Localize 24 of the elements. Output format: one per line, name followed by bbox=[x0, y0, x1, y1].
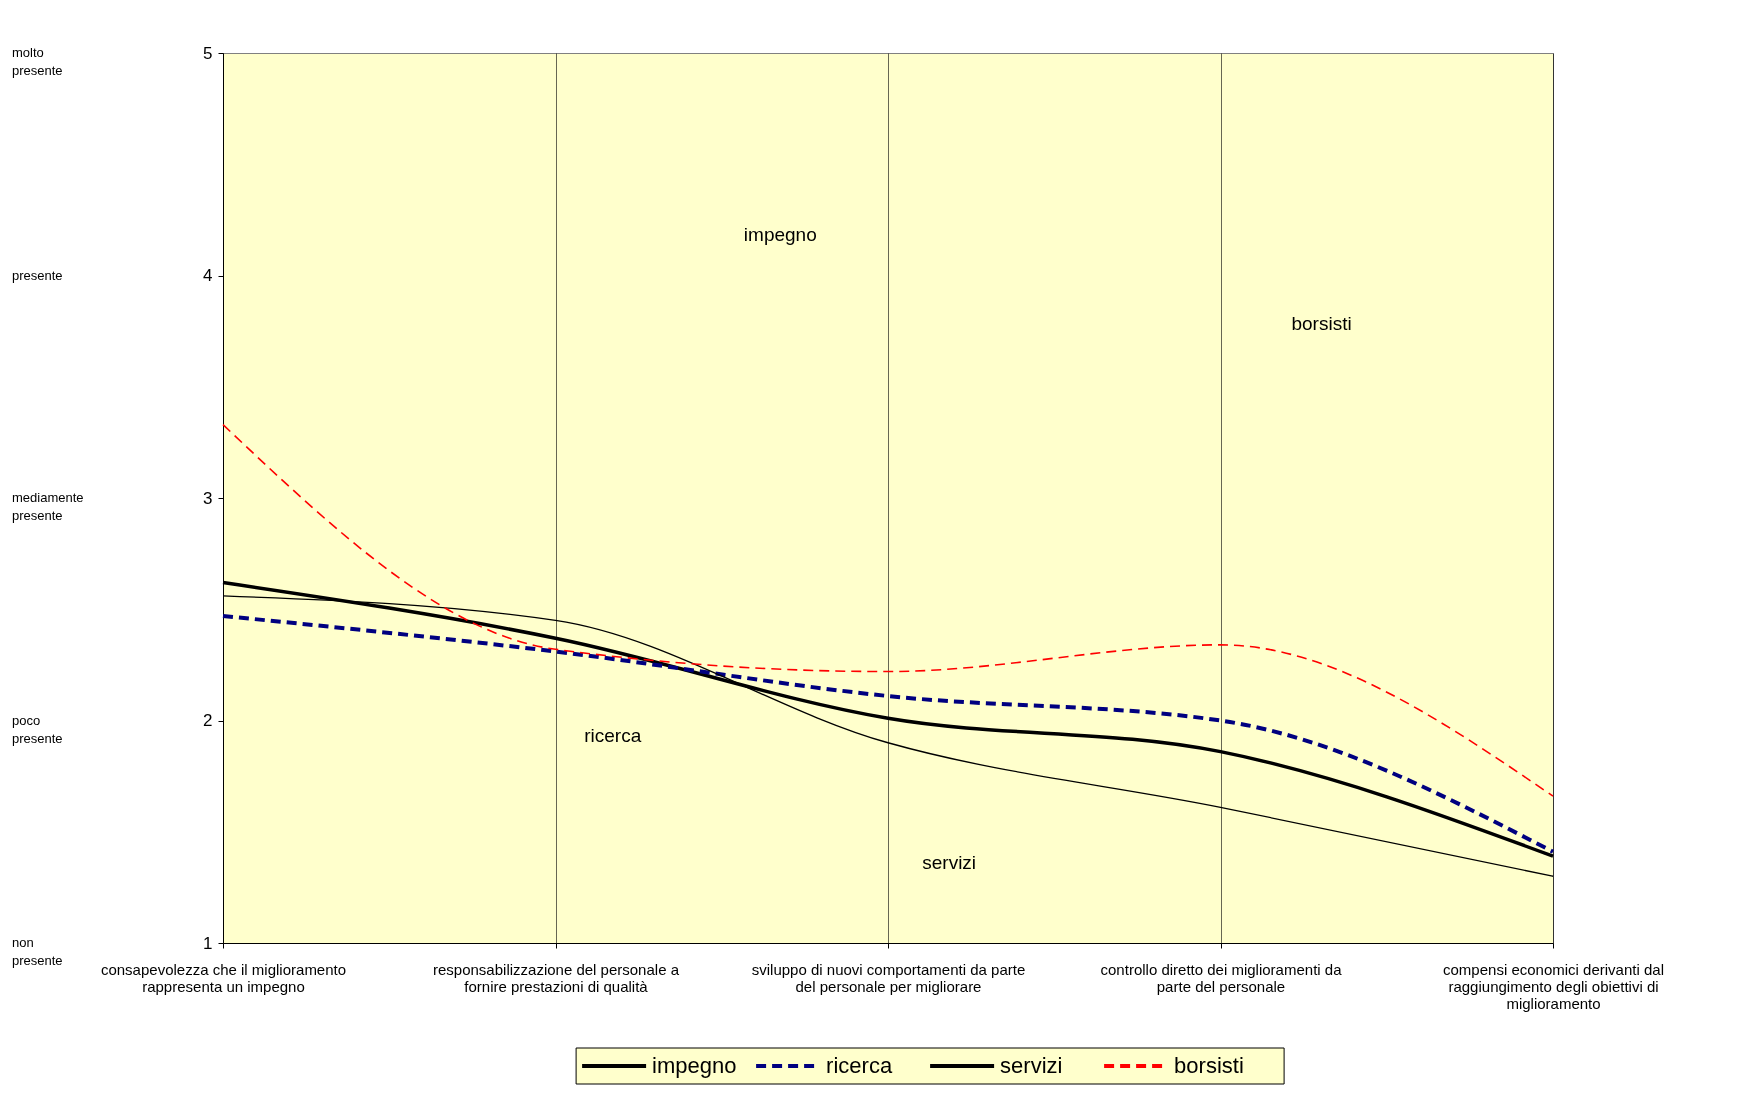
legend-label: borsisti bbox=[1174, 1053, 1244, 1078]
y-tick-label: 5 bbox=[203, 43, 213, 63]
text: molto presente bbox=[12, 45, 63, 78]
text: non presente bbox=[12, 935, 63, 968]
x-tick-label: consapevolezza che il miglioramento rappresenta un impegno bbox=[100, 960, 347, 995]
text: presente bbox=[12, 267, 63, 283]
x-tick-label: sviluppo di nuovi comportamenti da parte del personale per migliorare bbox=[751, 960, 1026, 995]
legend-label: servizi bbox=[1000, 1053, 1063, 1078]
line-series bbox=[222, 423, 1554, 797]
annotation: borsisti bbox=[1291, 313, 1352, 335]
annotation: ricerca bbox=[584, 724, 642, 746]
x-tick-label: controllo diretto dei miglioramenti da parte del personale bbox=[1100, 960, 1343, 995]
x-tick-label: compensi economici derivanti dal raggiungimento degli obiettivi di miglioramento bbox=[1443, 960, 1664, 1012]
y-tick-label: 4 bbox=[203, 266, 213, 285]
y-tick-label: 3 bbox=[203, 488, 213, 508]
text: mediamente presente bbox=[12, 490, 84, 523]
y-tick-label: 1 bbox=[203, 933, 213, 953]
legend-label: impegno bbox=[652, 1053, 737, 1078]
y-tick-label: 2 bbox=[203, 711, 213, 730]
x-tick-label: responsabilizzazione del personale a fornire prestazioni di qualità bbox=[433, 960, 680, 995]
annotation: impegno bbox=[743, 224, 817, 246]
legend-label: ricerca bbox=[826, 1053, 893, 1078]
annotation: servizi bbox=[922, 851, 977, 873]
text: poco presente bbox=[12, 712, 63, 746]
